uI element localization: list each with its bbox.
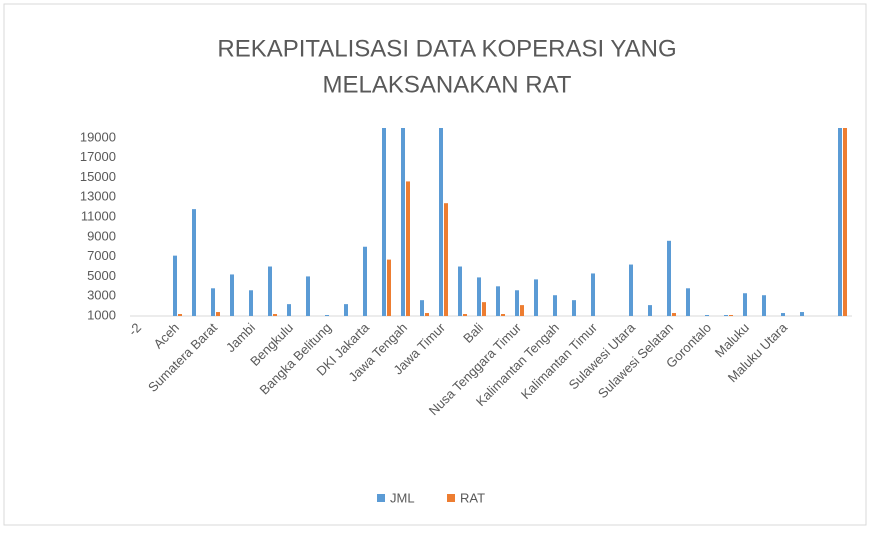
bar <box>781 313 785 316</box>
bar <box>363 246 367 316</box>
y-tick-label: 13000 <box>80 189 116 204</box>
y-tick-label: 17000 <box>80 149 116 164</box>
bar <box>216 312 220 316</box>
bar <box>686 288 690 316</box>
bar <box>173 255 177 316</box>
chart-title: MELAKSANAKAN RAT <box>323 71 572 98</box>
chart-title: REKAPITALISASI DATA KOPERASI YANG <box>217 35 676 62</box>
y-tick-label: 9000 <box>87 228 116 243</box>
bar <box>729 315 733 316</box>
bar <box>273 314 277 316</box>
bar <box>230 274 234 316</box>
bar <box>648 305 652 316</box>
bar <box>667 240 671 316</box>
y-tick-label: 19000 <box>80 129 116 144</box>
bar <box>553 295 557 316</box>
bar <box>463 314 467 316</box>
bar <box>387 259 391 316</box>
bar <box>192 209 196 316</box>
bar <box>477 277 481 316</box>
bar <box>268 266 272 316</box>
bar <box>382 128 386 316</box>
bar <box>482 302 486 316</box>
y-tick-label: 1000 <box>87 307 116 322</box>
bar <box>496 286 500 316</box>
legend-label: RAT <box>460 490 485 505</box>
bar <box>420 300 424 316</box>
bar <box>843 128 847 316</box>
bar <box>743 293 747 316</box>
bar <box>306 276 310 316</box>
bar <box>724 315 728 316</box>
legend-label: JML <box>390 490 415 505</box>
y-tick-label: 7000 <box>87 248 116 263</box>
bar <box>325 315 329 316</box>
y-tick-label: 11000 <box>81 208 116 223</box>
legend-swatch <box>447 494 455 502</box>
bar <box>534 279 538 316</box>
bar <box>838 128 842 316</box>
bar <box>501 314 505 316</box>
bar <box>800 312 804 316</box>
bar <box>401 128 405 316</box>
bar <box>211 288 215 316</box>
bar <box>287 304 291 316</box>
y-tick-label: 5000 <box>87 268 116 283</box>
bar <box>591 273 595 316</box>
bar <box>629 264 633 316</box>
bar <box>572 300 576 316</box>
y-tick-label: 3000 <box>87 288 116 303</box>
bar <box>249 290 253 316</box>
bar <box>425 313 429 316</box>
bar <box>178 314 182 316</box>
legend-swatch <box>377 494 385 502</box>
bar <box>515 290 519 316</box>
bar <box>439 128 443 316</box>
bar <box>458 266 462 316</box>
bar <box>406 181 410 316</box>
bar <box>444 203 448 316</box>
bar <box>344 304 348 316</box>
bar <box>705 315 709 316</box>
bar <box>672 313 676 316</box>
bar <box>762 295 766 316</box>
bar <box>520 305 524 316</box>
chart-border <box>3 3 867 526</box>
y-tick-label: 15000 <box>80 169 116 184</box>
